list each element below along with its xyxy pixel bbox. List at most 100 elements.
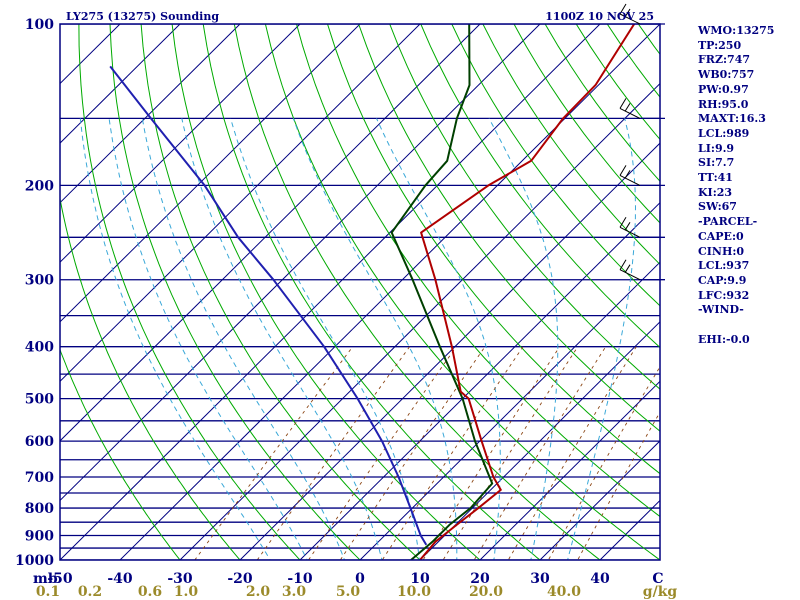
- plot-frame: [59, 23, 661, 561]
- mixing-ratio-label: 0.6: [138, 584, 162, 600]
- wind-barb-shaft: [619, 226, 641, 238]
- dry-adiabat-line: [296, 24, 660, 518]
- pressure-label: 600: [25, 434, 54, 450]
- mixing-ratio-label: 0.1: [36, 584, 60, 600]
- index-row: CAPE:0: [698, 230, 744, 243]
- moist-adiabat-line: [488, 118, 559, 560]
- index-label: LCL: [698, 259, 723, 273]
- index-separator: :: [714, 38, 719, 52]
- pressure-label: 800: [25, 501, 54, 517]
- index-label: WB0: [698, 68, 728, 82]
- index-separator: :: [722, 126, 727, 140]
- dry-adiabat-line: [575, 24, 660, 141]
- mixing-ratio-label: 3.0: [282, 584, 307, 600]
- moist-adiabat-line: [141, 118, 346, 560]
- temperature-label: -20: [227, 571, 253, 587]
- mixing-ratio-line: [381, 346, 524, 560]
- dry-adiabat-line: [513, 24, 660, 224]
- index-value: -0.0: [726, 332, 750, 346]
- index-row: PW:0.97: [698, 83, 749, 96]
- background-grid: [60, 24, 800, 571]
- index-label: KI: [698, 185, 713, 199]
- wind-header: -WIND-: [698, 303, 744, 317]
- index-value: 937: [726, 259, 750, 273]
- mixing-ratio-label: 10.0: [397, 584, 431, 600]
- index-value: 7.7: [715, 156, 735, 170]
- pressure-label: 100: [25, 17, 54, 33]
- temperature-label: -10: [287, 571, 313, 587]
- moist-adiabat-line: [79, 118, 271, 560]
- pressure-label: 200: [25, 178, 54, 194]
- index-label: TT: [698, 171, 714, 184]
- index-label: SI: [698, 156, 712, 170]
- dry-adiabat-line: [171, 24, 481, 560]
- index-label: LCL: [698, 126, 723, 140]
- temperature-unit: C: [652, 571, 663, 587]
- chart-time: 1100Z 10 NOV 25: [545, 10, 654, 23]
- dry-adiabat-line: [60, 348, 181, 560]
- pressure-label: 700: [25, 470, 54, 486]
- index-separator: :: [717, 82, 722, 96]
- temperature-label: 30: [530, 571, 550, 587]
- isotherm-line: [239, 142, 660, 560]
- index-row: LFC:932: [698, 289, 749, 302]
- mixing-ratio-label: 5.0: [336, 584, 361, 600]
- parcel-header: -PARCEL-: [698, 215, 758, 229]
- index-value: 250: [718, 38, 742, 52]
- temperature-label: -30: [167, 571, 193, 587]
- pressure-label: 900: [25, 529, 54, 545]
- dry-adiabat-line: [327, 24, 660, 475]
- index-separator: :: [723, 273, 728, 287]
- dry-adiabat-line: [60, 196, 241, 560]
- mixing-ratio-line: [256, 346, 410, 560]
- mixing-ratio-unit: g/kg: [643, 584, 678, 600]
- index-row: TP:250: [698, 39, 741, 52]
- isotherm-line: [60, 24, 361, 323]
- moist-adiabat-line: [181, 118, 383, 560]
- moist-adiabat-line: [376, 118, 501, 560]
- index-row: TT:41: [698, 171, 733, 184]
- index-value: 67: [721, 200, 737, 214]
- dry-adiabat-line: [389, 24, 660, 390]
- index-separator: :: [711, 156, 716, 170]
- index-separator: :: [717, 97, 722, 111]
- index-value: 757: [731, 68, 755, 82]
- temperature-label: -50: [47, 571, 73, 587]
- plot-border: [59, 23, 661, 561]
- index-label: CAPE: [698, 229, 732, 243]
- index-row: LCL:989: [698, 127, 749, 140]
- dry-adiabat-line: [482, 24, 660, 266]
- dry-adiabat-line: [794, 24, 800, 571]
- index-separator: :: [717, 200, 722, 214]
- index-separator: :: [721, 332, 726, 346]
- mixing-ratio-line: [577, 411, 660, 560]
- isotherm-line: [60, 24, 481, 442]
- index-separator: :: [713, 171, 718, 184]
- index-separator: :: [712, 185, 717, 199]
- index-row: EHI:-0.0: [698, 333, 750, 346]
- wind-barb: [619, 259, 665, 281]
- wind-barb-shaft: [619, 13, 641, 25]
- index-value: 0: [736, 229, 744, 243]
- mixing-ratio-label: 0.2: [78, 584, 102, 600]
- isotherm-line: [119, 24, 660, 560]
- index-label: LI: [698, 141, 711, 155]
- index-value: 41: [717, 171, 733, 184]
- index-row: MAXT:16.3: [698, 112, 766, 125]
- index-row: FRZ:747: [698, 53, 750, 66]
- index-label: WMO: [698, 24, 733, 37]
- index-label: EHI: [698, 332, 722, 346]
- index-value: 932: [726, 288, 750, 302]
- dry-adiabat-line: [78, 24, 301, 560]
- dry-adiabat-line: [202, 24, 541, 560]
- dry-adiabat-line: [420, 24, 660, 349]
- index-separator: :: [735, 112, 740, 126]
- wind-barb-flag: [619, 98, 627, 109]
- index-separator: :: [731, 229, 737, 243]
- temperature-label: 0: [355, 571, 365, 587]
- moist-adiabat-line: [292, 118, 458, 560]
- index-separator: :: [732, 24, 737, 37]
- dry-adiabat-line: [451, 24, 660, 307]
- isotherm-line: [60, 24, 421, 383]
